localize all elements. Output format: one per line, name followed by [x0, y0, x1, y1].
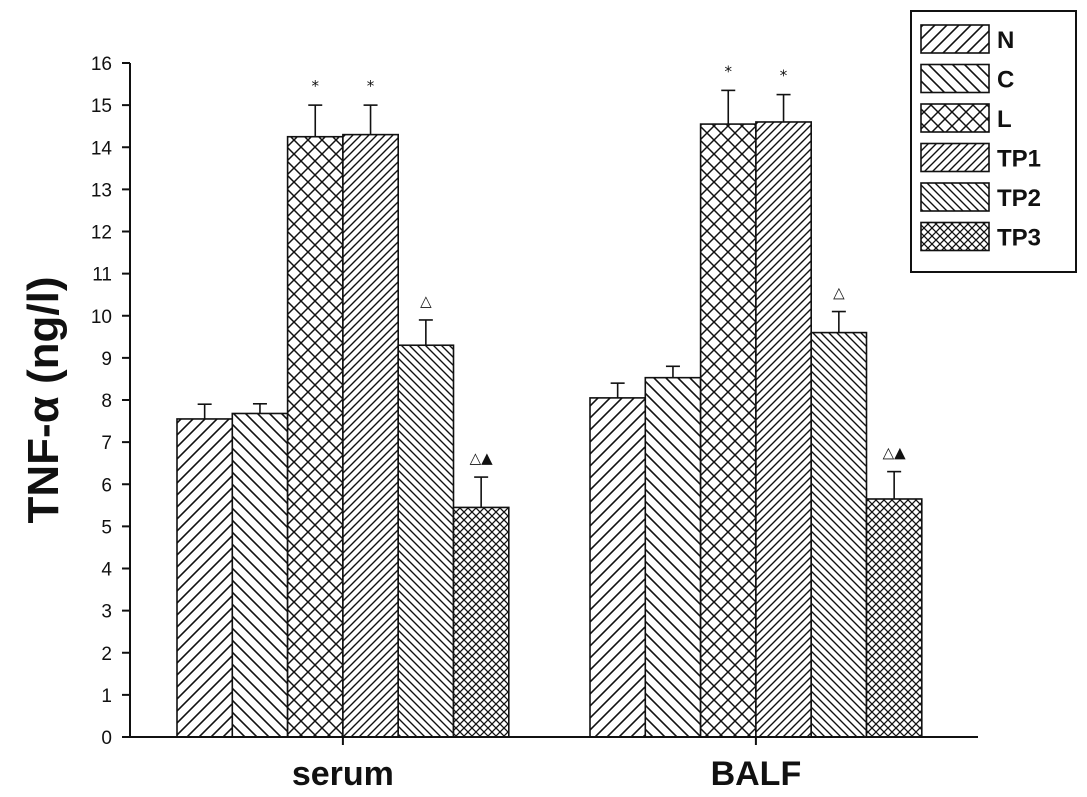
y-tick-label: 2 — [101, 644, 112, 665]
legend: NCL TP1 TP2 TP3 — [910, 10, 1077, 273]
bar-TP2-serum — [397, 344, 455, 738]
bar-TP1-serum — [342, 133, 399, 738]
y-tick-label: 0 — [101, 728, 112, 749]
y-tick-label: 1 — [101, 686, 112, 707]
legend-swatch-TP1 — [920, 142, 990, 173]
legend-label-L: L — [997, 106, 1012, 133]
significance-marker: * — [780, 67, 788, 85]
bar-C-BALF — [644, 376, 702, 738]
significance-marker: * — [312, 77, 320, 95]
y-tick-label: 11 — [92, 265, 112, 286]
y-tick-label: 12 — [91, 223, 112, 244]
legend-swatch-N — [920, 24, 990, 54]
category-label: serum — [292, 755, 394, 793]
significance-marker: △▲ — [883, 444, 907, 462]
y-tick-label: 15 — [91, 96, 112, 117]
legend-label-TP2: TP2 — [997, 185, 1041, 212]
bar-N-BALF — [589, 397, 647, 738]
bar-N-serum — [176, 418, 234, 738]
y-tick-label: 9 — [101, 349, 112, 370]
y-axis-title: TNF-α (ng/l) — [19, 277, 68, 524]
y-tick-label: 8 — [101, 391, 112, 412]
bar-TP2-BALF — [810, 331, 868, 738]
legend-swatch-TP3 — [920, 221, 990, 252]
significance-marker: △ — [833, 284, 845, 302]
y-tick-label: 7 — [101, 433, 112, 454]
y-tick-label: 3 — [101, 602, 112, 623]
legend-label-TP1: TP1 — [997, 146, 1041, 173]
plot-area: * * △ △▲ * * △ △▲ — [176, 62, 923, 738]
significance-marker: * — [725, 62, 733, 80]
y-tick-label: 4 — [101, 560, 112, 581]
y-tick-label: 5 — [101, 517, 112, 538]
bar-TP1-BALF — [755, 121, 813, 738]
legend-label-C: C — [997, 67, 1014, 94]
bar-L-serum — [286, 135, 344, 738]
significance-marker: △▲ — [470, 449, 494, 467]
bar-TP3-BALF — [865, 498, 923, 738]
significance-marker: △ — [420, 292, 432, 310]
y-tick-label: 10 — [91, 307, 112, 328]
legend-swatch-L — [920, 103, 990, 133]
significance-marker: * — [367, 77, 375, 95]
x-labels: serum BALF — [292, 737, 801, 793]
y-tick-label: 16 — [91, 54, 112, 75]
category-label: BALF — [711, 755, 802, 793]
bar-TP3-serum — [452, 506, 510, 738]
legend-swatch-C — [920, 63, 990, 94]
y-tick-label: 6 — [101, 475, 112, 496]
bar-C-serum — [231, 412, 289, 738]
y-tick-label: 14 — [91, 138, 113, 159]
legend-label-TP3: TP3 — [997, 225, 1041, 252]
legend-swatch-TP2 — [920, 182, 990, 212]
legend-label-N: N — [997, 27, 1014, 54]
y-tick-label: 13 — [91, 180, 112, 201]
bar-L-BALF — [699, 123, 757, 738]
